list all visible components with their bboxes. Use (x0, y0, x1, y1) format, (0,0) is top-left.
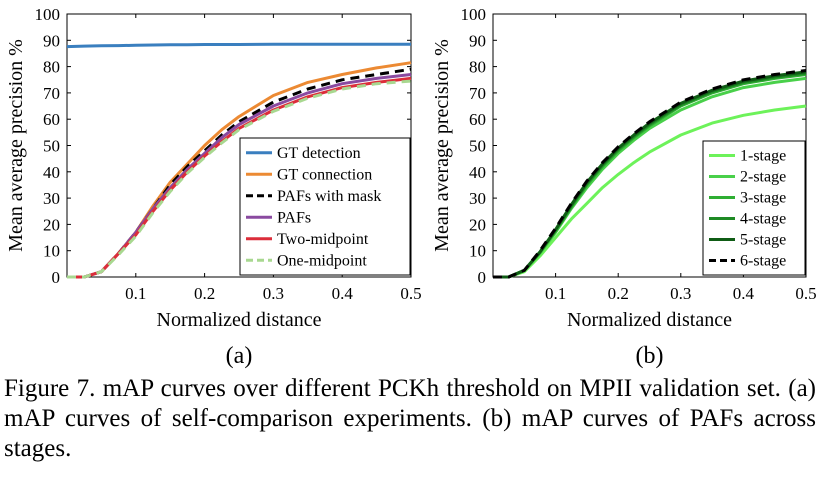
y-axis-label: Mean average precision % (431, 39, 453, 252)
legend-entry: PAFs (277, 209, 311, 226)
chart-panel-b: 0 10 20 30 40 50 60 70 80 90 100 0.1 0.2 0.3 0.4 0.5 Nor… (431, 5, 817, 369)
y-tick-label: 50 (469, 137, 486, 156)
y-tick-label: 40 (469, 163, 486, 182)
legend-entry: 5-stage (740, 232, 786, 249)
chart-panel-a: 0 10 20 30 40 50 60 70 80 90 100 0.1 0.2 0.3 0.4 0.5 Nor… (5, 5, 422, 369)
legend-entry: 6-stage (740, 253, 786, 270)
legend-entry: GT detection (277, 145, 361, 162)
y-tick-label: 20 (43, 215, 60, 234)
legend-entry: GT connection (277, 166, 372, 183)
legend-entry: 2-stage (740, 169, 786, 186)
y-tick-label: 100 (461, 5, 487, 24)
y-tick-label: 80 (469, 58, 486, 77)
legend-entry: PAFs with mask (277, 188, 381, 205)
y-axis-label: Mean average precision % (5, 39, 27, 252)
legend-entry: 4-stage (740, 211, 786, 228)
x-tick-label: 0.3 (670, 284, 691, 303)
y-tick-label: 60 (469, 110, 486, 129)
y-tick-label: 30 (469, 189, 486, 208)
x-axis-label: Normalized distance (567, 309, 732, 331)
y-tick-label: 70 (469, 84, 486, 103)
panel-label: (a) (226, 343, 253, 369)
legend-entry: One-midpoint (277, 252, 367, 269)
legend-entry: Two-midpoint (277, 231, 369, 248)
y-tick-label: 50 (43, 137, 60, 156)
x-axis-label: Normalized distance (157, 309, 322, 331)
y-tick-label: 60 (43, 110, 60, 129)
figure-caption: Figure 7. mAP curves over different PCKh… (4, 375, 816, 462)
legend-box (239, 137, 411, 276)
series-line-1 (66, 42, 411, 49)
x-tick-label: 0.2 (194, 284, 215, 303)
x-tick-label: 0.1 (545, 284, 566, 303)
x-tick-label: 0.5 (795, 284, 816, 303)
x-tick-label: 0.2 (608, 284, 629, 303)
series-line-6 (67, 79, 412, 279)
y-tick-label: 10 (469, 242, 486, 261)
y-tick-label: 0 (52, 268, 61, 287)
x-tick-label: 0.5 (400, 284, 421, 303)
x-tick-label: 0.3 (263, 284, 284, 303)
y-tick-label: 90 (43, 31, 60, 50)
panel-label: (b) (636, 343, 664, 369)
legend-entry: 3-stage (740, 190, 786, 207)
y-tick-label: 90 (469, 31, 486, 50)
y-tick-label: 100 (35, 5, 61, 24)
x-tick-label: 0.1 (125, 284, 146, 303)
y-tick-label: 80 (43, 58, 60, 77)
series-line-6 (493, 69, 807, 279)
y-tick-label: 30 (43, 189, 60, 208)
x-tick-label: 0.4 (733, 284, 755, 303)
y-tick-label: 40 (43, 163, 60, 182)
legend-box (702, 140, 806, 276)
y-tick-label: 10 (43, 242, 60, 261)
legend-entry: 1-stage (740, 148, 786, 165)
y-tick-label: 70 (43, 84, 60, 103)
y-tick-label: 0 (478, 268, 487, 287)
x-tick-label: 0.4 (332, 284, 354, 303)
y-tick-label: 20 (469, 215, 486, 234)
